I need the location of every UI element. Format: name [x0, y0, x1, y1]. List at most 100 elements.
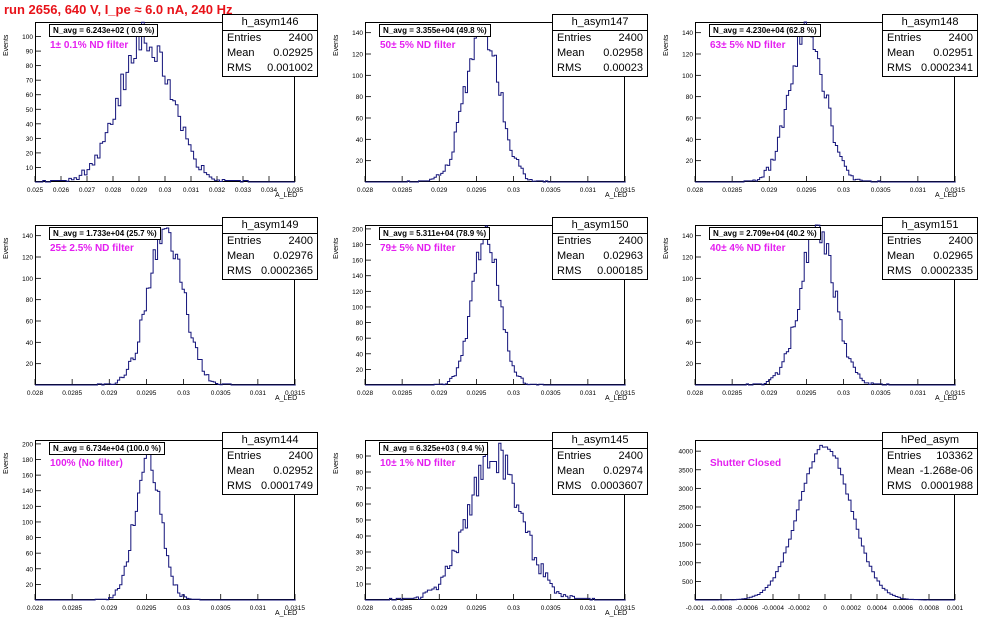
- n-avg-label: N_avg = 6.243e+02 ( 0.9 %): [49, 24, 159, 37]
- histogram-svg: 20 40 60 80 100 120 140 160 180 200 0.028 0.0285 0.0…: [22, 441, 305, 612]
- x-tick-label: 0.0285: [722, 390, 742, 397]
- y-tick-label: 60: [356, 502, 364, 509]
- y-tick-label: 120: [352, 52, 363, 59]
- x-tick-label: 0.0285: [392, 187, 412, 194]
- x-tick-label: 0.0305: [541, 187, 561, 194]
- x-tick-label: 0.0285: [62, 605, 82, 612]
- y-tick-label: 10: [26, 165, 34, 172]
- x-tick-label: 0.0285: [392, 390, 412, 397]
- x-tick-label: 0.029: [431, 390, 448, 397]
- x-tick-label: 0.028: [357, 187, 374, 194]
- stats-label-entries: Entries: [887, 450, 922, 462]
- x-tick-label: 0.0305: [541, 605, 561, 612]
- x-tick-label: -0.0006: [736, 605, 758, 612]
- stats-row-entries: Entries 2400: [223, 31, 317, 46]
- y-tick-label: 200: [22, 441, 33, 448]
- filter-label: 1± 0.1% ND filter: [50, 40, 129, 51]
- stats-value-mean: 0.02951: [933, 47, 973, 59]
- y-tick-label: 40: [26, 340, 34, 347]
- y-tick-label: 120: [352, 289, 363, 296]
- x-tick-label: 0.0295: [466, 187, 486, 194]
- histogram-svg: 20 40 60 80 100 120 140 0.028 0.0285 0.029 0.0295 0…: [22, 227, 305, 397]
- y-tick-label: 40: [26, 566, 34, 573]
- y-tick-label: 3500: [679, 467, 694, 474]
- stats-label-mean: Mean: [887, 250, 915, 262]
- x-tick-label: 0.031: [580, 390, 597, 397]
- y-tick-label: 40: [686, 340, 694, 347]
- x-tick-label: 0.03: [159, 187, 172, 194]
- stats-box: h_asym145 Entries 2400 Mean 0.02974 RMS 0.0003…: [552, 432, 648, 495]
- stats-row-mean: Mean 0.02958: [553, 46, 647, 61]
- histogram-step-line: [35, 227, 296, 386]
- y-tick-label: 60: [26, 319, 34, 326]
- stats-value-mean: 0.02963: [603, 250, 643, 262]
- stats-label-entries: Entries: [557, 450, 592, 462]
- y-tick-label: 60: [356, 336, 364, 343]
- y-tick-label: 100: [352, 304, 363, 311]
- y-tick-label: 80: [26, 535, 34, 542]
- stats-value-rms: 0.001002: [267, 62, 313, 74]
- x-tick-label: 0.028: [27, 605, 44, 612]
- filter-label: 40± 4% ND filter: [710, 243, 786, 254]
- stats-row-entries: Entries 2400: [223, 234, 317, 249]
- filter-label: 100% (No filter): [50, 458, 123, 469]
- histogram-svg: 20 40 60 80 100 120 140 0.028 0.0285 0.029 0.0295 0…: [352, 27, 635, 194]
- stats-row-mean: Mean -1.268e-06: [883, 464, 977, 479]
- histogram-name: h_asym146: [223, 15, 317, 31]
- y-tick-label: 20: [356, 566, 364, 573]
- filter-label: 50± 5% ND filter: [380, 40, 456, 51]
- y-tick-label: 20: [686, 158, 694, 165]
- histogram-step-line: [695, 444, 955, 601]
- n-avg-label: N_avg = 3.355e+04 (49.8 %): [379, 24, 491, 37]
- y-tick-label: 50: [26, 107, 34, 114]
- x-tick-label: 0.0315: [285, 390, 305, 397]
- x-tick-label: 0.029: [101, 605, 118, 612]
- x-tick-label: 0.025: [27, 187, 44, 194]
- x-tick-label: 0.028: [27, 390, 44, 397]
- x-tick-label: 0.032: [209, 187, 226, 194]
- stats-row-rms: RMS 0.0002341: [883, 61, 977, 76]
- stats-value-mean: 0.02976: [273, 250, 313, 262]
- x-tick-label: 0.029: [431, 187, 448, 194]
- y-tick-label: 20: [26, 361, 34, 368]
- stats-label-rms: RMS: [887, 265, 912, 277]
- x-axis-label: A_LED: [275, 395, 298, 402]
- stats-value-rms: 0.0003607: [591, 480, 643, 492]
- y-tick-label: 140: [352, 273, 363, 280]
- figure-title: run 2656, 640 V, I_pe ≈ 6.0 nA, 240 Hz: [4, 2, 233, 17]
- x-tick-label: 0.03: [837, 187, 850, 194]
- x-tick-label: 0.0295: [466, 390, 486, 397]
- filter-label: 63± 5% ND filter: [710, 40, 786, 51]
- y-tick-label: 20: [686, 361, 694, 368]
- stats-value-entries: 2400: [288, 450, 313, 462]
- x-tick-label: 0: [823, 605, 827, 612]
- stats-value-rms: 0.000185: [597, 265, 643, 277]
- stats-row-entries: Entries 2400: [553, 31, 647, 46]
- stats-value-mean: 0.02974: [603, 465, 643, 477]
- histogram-step-line: [695, 21, 956, 183]
- stats-row-rms: RMS 0.0001749: [223, 479, 317, 494]
- x-tick-label: 0.027: [79, 187, 96, 194]
- y-tick-label: 10: [356, 582, 364, 589]
- histogram-svg: 20 40 60 80 100 120 140 0.028 0.0285 0.029 0.0295 0…: [682, 21, 965, 194]
- y-tick-label: 70: [356, 486, 364, 493]
- stats-value-mean: -1.268e-06: [919, 465, 973, 477]
- x-tick-label: 0.031: [580, 187, 597, 194]
- stats-box: h_asym144 Entries 2400 Mean 0.02952 RMS 0.0001…: [222, 432, 318, 495]
- n-avg-label: N_avg = 1.733e+04 (25.7 %): [49, 227, 161, 240]
- n-avg-label: N_avg = 5.311e+04 (78.9 %): [379, 227, 491, 240]
- stats-box: h_asym149 Entries 2400 Mean 0.02976 RMS 0.0002…: [222, 217, 318, 280]
- x-tick-label: 0.029: [431, 605, 448, 612]
- x-tick-label: 0.026: [53, 187, 70, 194]
- x-tick-label: 0.0305: [871, 390, 891, 397]
- x-axis-label: A_LED: [605, 395, 628, 402]
- stats-value-rms: 0.0002335: [921, 265, 973, 277]
- y-tick-label: 120: [22, 504, 33, 511]
- stats-value-entries: 2400: [618, 235, 643, 247]
- stats-row-rms: RMS 0.001002: [223, 61, 317, 76]
- x-tick-label: 0.031: [580, 605, 597, 612]
- histogram-name: h_asym149: [223, 218, 317, 234]
- x-tick-label: 0.028: [687, 390, 704, 397]
- stats-box: hPed_asym Entries 103362 Mean -1.268e-06 RMS 0…: [882, 432, 978, 495]
- stats-value-entries: 103362: [936, 450, 973, 462]
